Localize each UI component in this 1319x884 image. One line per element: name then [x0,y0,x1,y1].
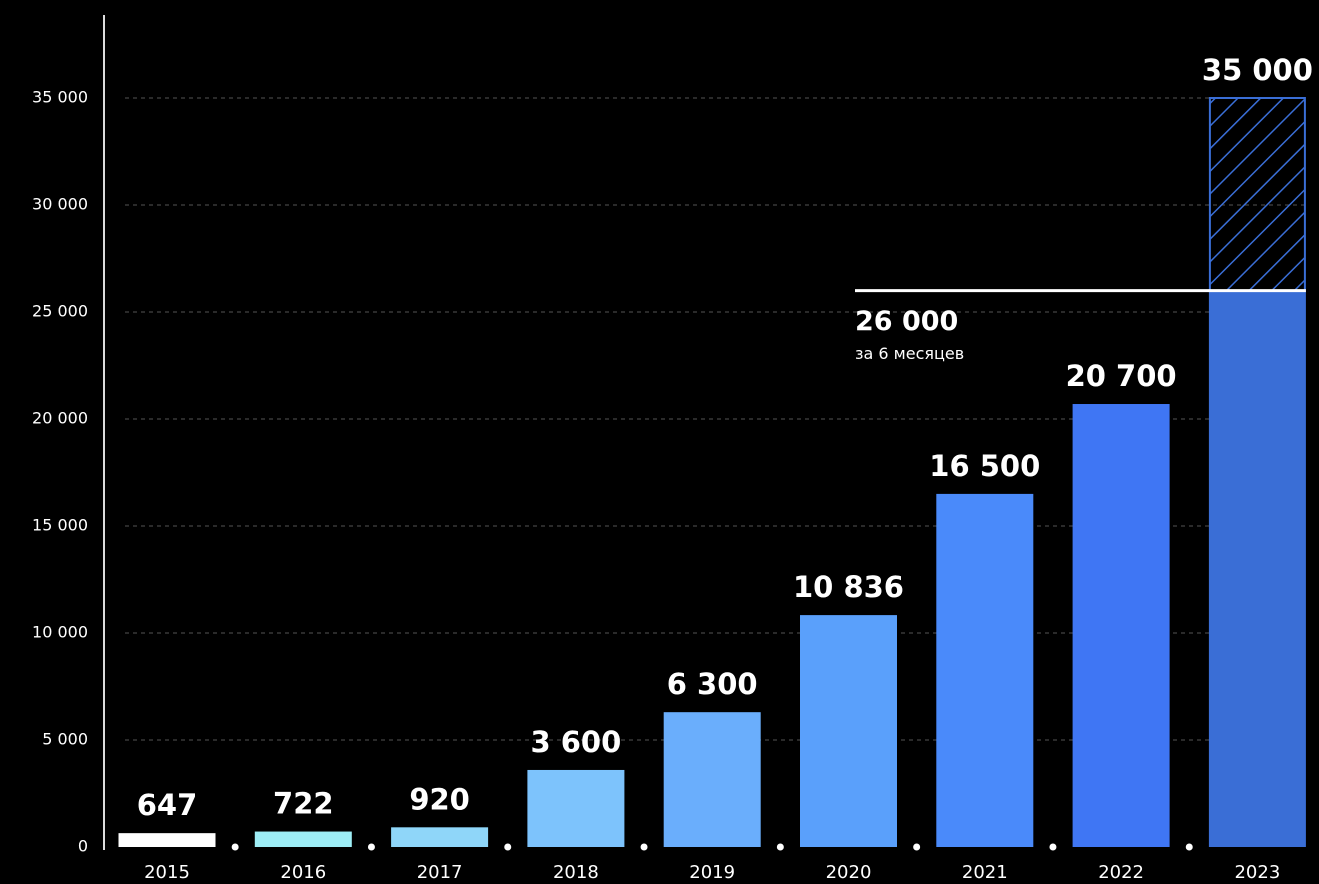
axis-dot [504,843,512,851]
x-tick-label: 2016 [280,862,326,883]
value-label: 16 500 [929,449,1040,483]
axis-dot [913,843,921,851]
x-tick-label: 2023 [1234,862,1280,883]
bar-projected [1208,97,1306,292]
value-label: 722 [273,787,334,821]
y-tick-label: 30 000 [32,195,88,214]
y-tick-label: 15 000 [32,516,88,535]
bar-confirmed [1208,290,1306,848]
bar [663,712,761,847]
y-tick-label: 10 000 [32,623,88,642]
x-tick-label: 2017 [417,862,463,883]
value-label: 6 300 [667,667,758,701]
axis-dot [367,843,375,851]
annotation-text: за 6 месяцев [855,344,964,363]
x-tick-label: 2021 [962,862,1008,883]
y-tick-label: 25 000 [32,302,88,321]
x-tick-label: 2020 [826,862,872,883]
bar [254,831,352,847]
value-label: 647 [137,788,198,822]
value-label: 20 700 [1066,359,1177,393]
bar [1072,404,1170,847]
annotation-value: 26 000 [855,306,958,337]
bar [527,769,625,847]
x-tick-label: 2022 [1098,862,1144,883]
axis-dot [776,843,784,851]
value-label: 920 [409,782,470,816]
axis-dot [1049,843,1057,851]
value-label: 35 000 [1202,53,1313,87]
value-label: 10 836 [793,570,904,604]
bar [391,827,489,847]
bar [118,833,216,847]
axis-dot [640,843,648,851]
value-label: 3 600 [530,725,621,759]
axis-dot [1185,843,1193,851]
x-tick-label: 2019 [689,862,735,883]
y-tick-label: 20 000 [32,409,88,428]
axis-dot [231,843,239,851]
y-tick-label: 0 [78,837,88,856]
bar [800,615,897,847]
x-tick-label: 2015 [144,862,190,883]
y-tick-label: 5 000 [42,730,88,749]
x-tick-label: 2018 [553,862,599,883]
y-tick-label: 35 000 [32,88,88,107]
bar [936,493,1034,847]
